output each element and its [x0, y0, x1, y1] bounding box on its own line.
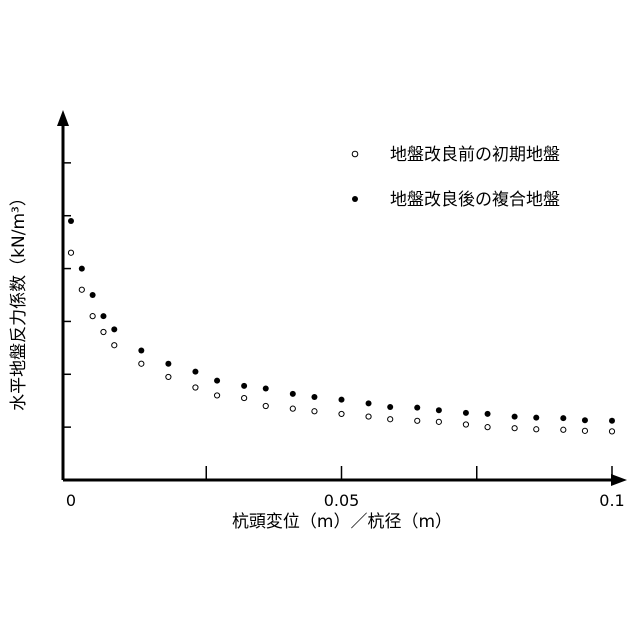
data-point-open	[582, 428, 587, 433]
data-point-filled	[311, 394, 317, 400]
data-point-filled	[111, 326, 117, 332]
legend-marker-open-circle	[352, 151, 358, 157]
x-axis-title: 杭頭変位（m）／杭径（m）	[232, 512, 452, 532]
data-point-filled	[79, 266, 85, 272]
data-points	[68, 218, 615, 434]
data-point-filled	[560, 415, 566, 421]
data-point-open	[112, 343, 117, 348]
data-point-filled	[68, 218, 74, 224]
data-point-filled	[165, 361, 171, 367]
data-point-open	[561, 427, 566, 432]
data-point-open	[290, 406, 295, 411]
data-point-open	[512, 426, 517, 431]
data-point-open	[263, 403, 268, 408]
data-point-open	[166, 374, 171, 379]
data-point-open	[366, 414, 371, 419]
data-point-filled	[366, 400, 372, 406]
x-axis-arrow-icon	[611, 474, 627, 486]
data-point-filled	[290, 391, 296, 397]
data-point-filled	[533, 415, 539, 421]
data-point-open	[79, 287, 84, 292]
data-point-open	[485, 425, 490, 430]
legend-label: 地盤改良前の初期地盤	[390, 145, 560, 165]
data-point-filled	[192, 369, 198, 375]
data-point-filled	[485, 411, 491, 417]
data-point-open	[139, 361, 144, 366]
axis-ticks: 0 0.05 0.1	[63, 163, 625, 510]
data-point-filled	[263, 386, 269, 392]
data-point-open	[534, 427, 539, 432]
data-point-open	[436, 419, 441, 424]
data-point-filled	[138, 348, 144, 354]
data-point-filled	[241, 383, 247, 389]
data-point-filled	[387, 404, 393, 410]
data-point-open	[463, 422, 468, 427]
data-point-open	[339, 411, 344, 416]
data-point-open	[193, 385, 198, 390]
data-point-open	[68, 250, 73, 255]
data-point-open	[388, 417, 393, 422]
data-point-filled	[463, 410, 469, 416]
x-tick-label: 0.1	[599, 491, 624, 510]
data-point-filled	[90, 292, 96, 298]
data-point-filled	[339, 397, 345, 403]
data-point-open	[242, 395, 247, 400]
legend: 地盤改良前の初期地盤 地盤改良後の複合地盤	[352, 145, 560, 210]
data-point-filled	[214, 378, 220, 384]
data-point-filled	[512, 414, 518, 420]
y-axis-title: 水平地盤反力係数（kN/m³）	[9, 189, 29, 411]
data-point-filled	[414, 405, 420, 411]
y-axis-arrow-icon	[57, 110, 69, 126]
data-point-open	[609, 429, 614, 434]
data-point-open	[312, 409, 317, 414]
legend-label: 地盤改良後の複合地盤	[390, 190, 560, 210]
data-point-open	[214, 393, 219, 398]
x-tick-label: 0.05	[324, 491, 360, 510]
data-point-filled	[582, 417, 588, 423]
data-point-filled	[100, 313, 106, 319]
x-tick-label: 0	[66, 491, 76, 510]
axes	[57, 110, 627, 486]
data-point-open	[90, 314, 95, 319]
data-point-filled	[609, 418, 615, 424]
data-point-open	[415, 418, 420, 423]
data-point-filled	[436, 407, 442, 413]
legend-marker-filled-circle	[352, 196, 358, 202]
data-point-open	[101, 329, 106, 334]
